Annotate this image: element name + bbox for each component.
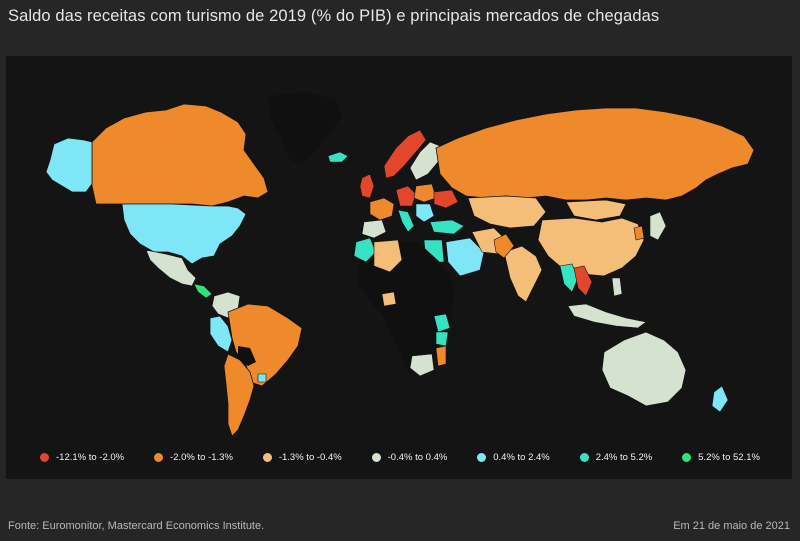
region-uruguay[interactable] bbox=[257, 373, 267, 383]
region-greenland bbox=[268, 92, 342, 166]
region-peru[interactable] bbox=[209, 315, 233, 353]
region-bolivia bbox=[238, 346, 256, 366]
legend-label: -1.3% to -0.4% bbox=[278, 451, 342, 463]
region-australia[interactable] bbox=[601, 331, 687, 407]
region-india[interactable] bbox=[503, 245, 543, 303]
region-mongolia[interactable] bbox=[565, 199, 627, 221]
legend-label: -12.1% to -2.0% bbox=[56, 451, 125, 463]
region-italy[interactable] bbox=[397, 209, 415, 233]
legend-label: -2.0% to -1.3% bbox=[170, 451, 233, 463]
date-note: Em 21 de maio de 2021 bbox=[673, 520, 790, 532]
region-balkans[interactable] bbox=[415, 203, 435, 223]
region-mexico[interactable] bbox=[145, 249, 197, 287]
region-malaysia-indonesia[interactable] bbox=[567, 303, 647, 329]
legend-item: -1.3% to -0.4% bbox=[262, 451, 342, 463]
region-ukraine[interactable] bbox=[433, 189, 459, 209]
legend-swatch bbox=[371, 452, 381, 462]
region-canada[interactable] bbox=[91, 103, 269, 207]
region-kazakhstan[interactable] bbox=[467, 195, 547, 229]
legend-item: -2.0% to -1.3% bbox=[154, 452, 233, 463]
world-map bbox=[45, 92, 755, 437]
region-philippines[interactable] bbox=[611, 277, 623, 297]
region-central-america[interactable] bbox=[193, 283, 213, 299]
region-spain[interactable] bbox=[361, 219, 387, 239]
region-africa-unmapped bbox=[358, 242, 454, 374]
region-thailand[interactable] bbox=[559, 263, 579, 293]
world-map-panel bbox=[6, 56, 792, 479]
region-germany[interactable] bbox=[395, 185, 417, 207]
region-uk[interactable] bbox=[359, 173, 375, 199]
region-france[interactable] bbox=[369, 197, 395, 221]
region-new-zealand[interactable] bbox=[711, 385, 729, 413]
region-argentina[interactable] bbox=[223, 353, 255, 437]
legend-item: 0.4% to 2.4% bbox=[477, 452, 550, 463]
legend-item: -12.1% to -2.0% bbox=[40, 452, 124, 463]
legend-swatch bbox=[154, 452, 164, 462]
legend-swatch bbox=[477, 452, 487, 462]
region-russia[interactable] bbox=[435, 107, 755, 201]
region-korea[interactable] bbox=[633, 225, 645, 241]
legend-swatch bbox=[682, 452, 692, 462]
legend-item: 5.2% to 52.1% bbox=[682, 452, 760, 463]
legend-label: -0.4% to 0.4% bbox=[387, 451, 448, 463]
legend-swatch bbox=[579, 452, 589, 462]
legend-item: -0.4% to 0.4% bbox=[371, 451, 448, 463]
region-usa[interactable] bbox=[121, 203, 247, 265]
region-saudi-arabia[interactable] bbox=[445, 237, 485, 277]
legend-swatch bbox=[40, 452, 49, 462]
source-note: Fonte: Euromonitor, Mastercard Economics… bbox=[8, 520, 265, 532]
region-pakistan[interactable] bbox=[493, 233, 515, 259]
region-kenya[interactable] bbox=[433, 313, 451, 333]
legend-label: 0.4% to 2.4% bbox=[493, 451, 550, 463]
legend-swatch bbox=[262, 452, 272, 462]
legend-item: 2.4% to 5.2% bbox=[579, 451, 653, 463]
region-algeria[interactable] bbox=[373, 239, 403, 273]
region-mozambique[interactable] bbox=[435, 345, 447, 367]
legend-label: 5.2% to 52.1% bbox=[698, 451, 760, 463]
legend: -12.1% to -2.0% -2.0% to -1.3% -1.3% to … bbox=[40, 448, 760, 466]
region-morocco[interactable] bbox=[353, 237, 377, 263]
legend-label: 2.4% to 5.2% bbox=[595, 451, 653, 463]
region-ghana[interactable] bbox=[381, 291, 397, 307]
region-norway[interactable] bbox=[383, 129, 427, 179]
region-south-africa[interactable] bbox=[409, 353, 435, 377]
region-tanzania[interactable] bbox=[435, 331, 449, 347]
chart-title: Saldo das receitas com turismo de 2019 (… bbox=[8, 7, 660, 25]
region-china[interactable] bbox=[537, 217, 645, 277]
region-poland[interactable] bbox=[413, 183, 437, 203]
region-brazil[interactable] bbox=[227, 303, 303, 387]
region-alaska[interactable] bbox=[45, 137, 93, 193]
region-japan[interactable] bbox=[649, 211, 667, 241]
region-iceland[interactable] bbox=[327, 151, 349, 163]
region-turkey[interactable] bbox=[429, 219, 465, 235]
region-vietnam[interactable] bbox=[573, 265, 593, 297]
